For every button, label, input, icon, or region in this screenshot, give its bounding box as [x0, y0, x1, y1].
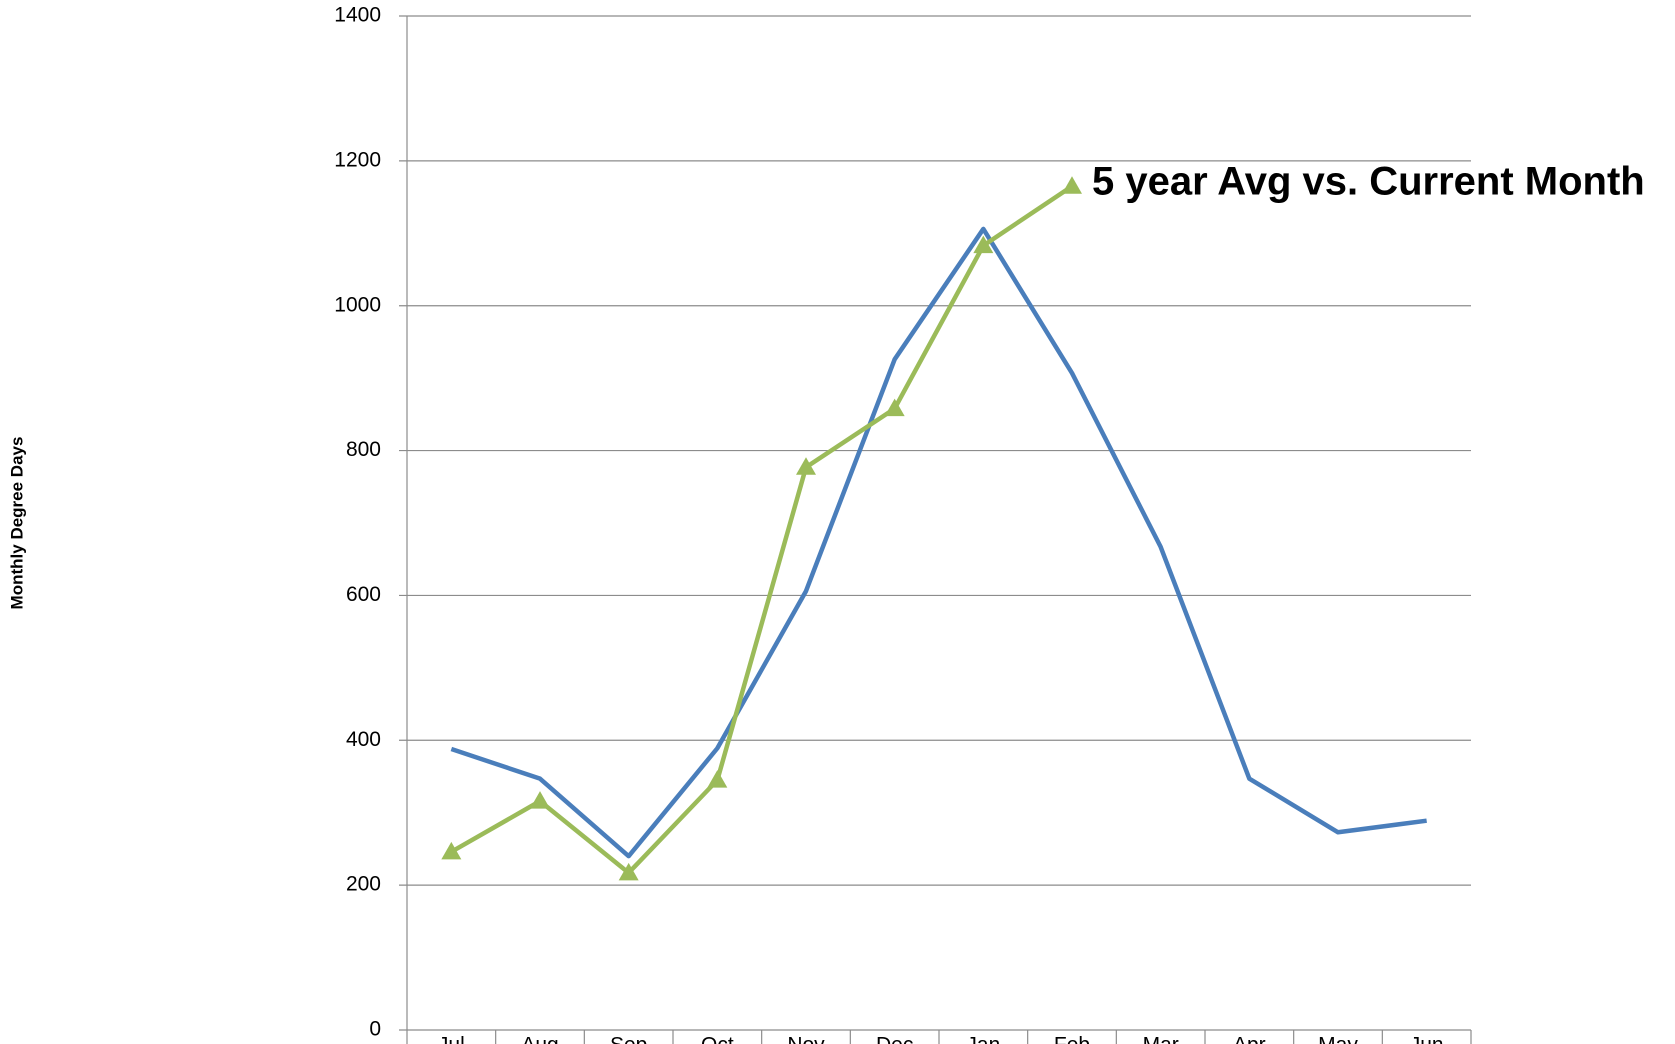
y-tick-label: 1400: [334, 4, 381, 27]
marker: [1062, 176, 1082, 194]
x-tick-label: Oct: [701, 1034, 734, 1044]
x-tick-label: May: [1318, 1034, 1358, 1044]
x-tick-label: Dec: [876, 1034, 913, 1044]
x-tick-label: Nov: [787, 1034, 825, 1044]
marker: [618, 862, 639, 881]
x-tick-label: Jun: [1410, 1034, 1444, 1044]
y-tick-label: 600: [346, 583, 381, 606]
x-tick-label: Aug: [521, 1034, 558, 1044]
y-tick-label: 200: [346, 873, 381, 896]
marker: [796, 457, 816, 475]
marker: [530, 791, 550, 809]
x-tick-label: Jan: [966, 1034, 1000, 1044]
marker: [884, 398, 905, 417]
y-tick-label: 800: [346, 438, 381, 461]
x-tick-label: Mar: [1143, 1034, 1179, 1044]
marker: [973, 235, 994, 254]
y-tick-label: 0: [369, 1018, 381, 1041]
x-tick-label: Jul: [438, 1034, 465, 1044]
series-line: [450, 226, 1427, 859]
y-tick-label: 1000: [334, 293, 381, 316]
y-axis-label: Monthly Degree Days: [7, 437, 26, 610]
x-tick-label: Apr: [1233, 1034, 1266, 1044]
marker: [441, 841, 462, 860]
x-tick-label: Sep: [610, 1034, 647, 1044]
marker: [707, 770, 728, 788]
series-line: [450, 184, 1074, 876]
y-tick-label: 1200: [334, 148, 381, 171]
y-tick-label: 400: [346, 728, 381, 751]
annotation: 5 year Avg vs. Current Month: [1092, 160, 1645, 204]
x-tick-label: Feb: [1054, 1034, 1090, 1044]
